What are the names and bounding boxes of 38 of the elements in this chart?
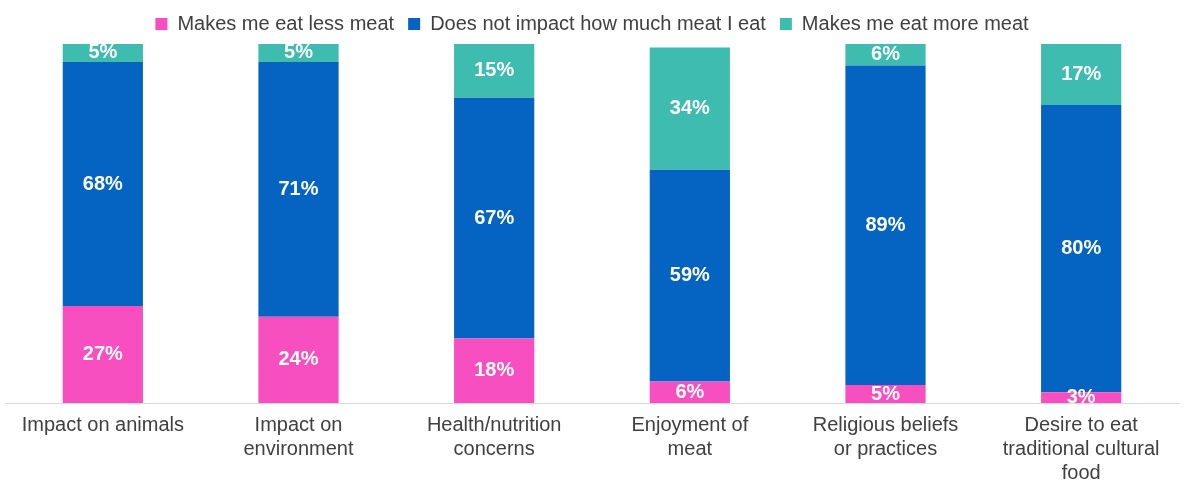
x-tick-label: Religious beliefs or practices (812, 412, 959, 459)
data-label: 67% (474, 205, 515, 228)
data-label: 15% (474, 58, 515, 81)
bar (258, 316, 339, 403)
data-label: 89% (865, 212, 906, 235)
bar (649, 47, 730, 170)
x-tick-label: Enjoyment of meat (631, 412, 749, 459)
bar (454, 97, 535, 339)
bar (454, 338, 535, 403)
data-label: 5% (88, 40, 118, 63)
data-label: 80% (1061, 236, 1102, 259)
bar (649, 169, 730, 382)
x-tick-label: Health/nutrition concerns (426, 412, 562, 459)
legend-label: Does not impact how much meat I eat (430, 11, 767, 34)
data-label: 59% (669, 263, 711, 286)
data-label: 17% (1061, 62, 1102, 85)
bar (258, 61, 339, 317)
data-label: 6% (675, 379, 705, 402)
data-label: 5% (871, 381, 901, 404)
bar (62, 61, 143, 307)
x-tick-label: Desire to eat traditional cultural food (1002, 412, 1160, 483)
data-label: 27% (82, 342, 124, 365)
data-label: 68% (82, 171, 124, 194)
bar (1041, 44, 1122, 106)
bar (454, 44, 535, 98)
legend-label: Makes me eat less meat (177, 11, 395, 34)
data-label: 6% (871, 42, 901, 65)
bar (845, 65, 926, 386)
data-label: 71% (278, 176, 319, 199)
data-label: 34% (669, 96, 711, 119)
data-label: 3% (1066, 385, 1096, 408)
data-label: 24% (278, 347, 319, 370)
legend-label: Makes me eat more meat (801, 11, 1030, 34)
data-label: 5% (284, 40, 314, 63)
x-tick-label: Impact on environment (243, 412, 354, 459)
x-tick-label: Impact on animals (21, 412, 184, 435)
data-label: 18% (474, 358, 515, 381)
bar (62, 306, 143, 403)
